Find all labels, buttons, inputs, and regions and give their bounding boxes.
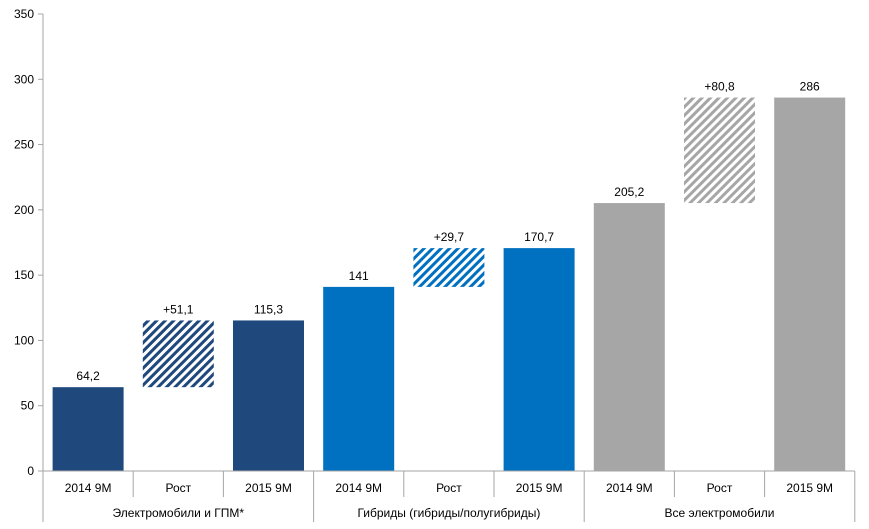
data-label: +80,8	[704, 80, 735, 94]
group-label: Гибриды (гибриды/полугибриды)	[357, 506, 540, 520]
group-label: Все электромобили	[665, 506, 775, 520]
x-tick-label: 2014 9M	[335, 481, 382, 495]
y-tick-label: 150	[14, 268, 34, 282]
x-tick-label: Рост	[165, 481, 191, 495]
y-tick-label: 250	[14, 138, 34, 152]
group-label: Электромобили и ГПМ*	[113, 506, 245, 520]
bar-growth	[142, 320, 214, 388]
x-tick-label: 2015 9M	[245, 481, 292, 495]
y-tick-label: 350	[14, 7, 34, 21]
x-tick-label: 2015 9M	[786, 481, 833, 495]
x-tick-label: Рост	[707, 481, 733, 495]
bar-growth	[684, 97, 755, 204]
y-tick-label: 100	[14, 333, 34, 347]
x-tick-label: 2015 9M	[516, 481, 563, 495]
y-tick-label: 200	[14, 203, 34, 217]
data-label: +29,7	[434, 230, 465, 244]
bar-total	[503, 248, 575, 471]
bar-total	[323, 286, 395, 471]
data-label: 170,7	[524, 230, 554, 244]
y-axis: 0 50 100 150 200 250 300 350	[14, 7, 44, 522]
y-tick-label: 0	[27, 464, 34, 478]
bar-total	[52, 387, 124, 471]
x-tick-label: 2014 9M	[65, 481, 112, 495]
bar-growth	[413, 248, 485, 287]
y-tick-label: 50	[21, 399, 35, 413]
data-label: 141	[349, 269, 369, 283]
y-tick-label: 300	[14, 72, 34, 86]
bar-total	[593, 203, 665, 471]
bar-total	[233, 320, 304, 471]
x-tick-label: Рост	[436, 481, 462, 495]
data-label: +51,1	[163, 302, 194, 316]
data-label: 286	[800, 80, 820, 94]
data-label: 64,2	[76, 369, 100, 383]
data-label: 115,3	[254, 302, 283, 316]
data-label: 205,2	[614, 185, 644, 199]
x-tick-label: 2014 9M	[606, 481, 653, 495]
bar-total	[774, 97, 846, 472]
bars: 64,2 +51,1 115,3 141 +29,7 170,7 205,2 +80,8 286	[52, 80, 846, 472]
